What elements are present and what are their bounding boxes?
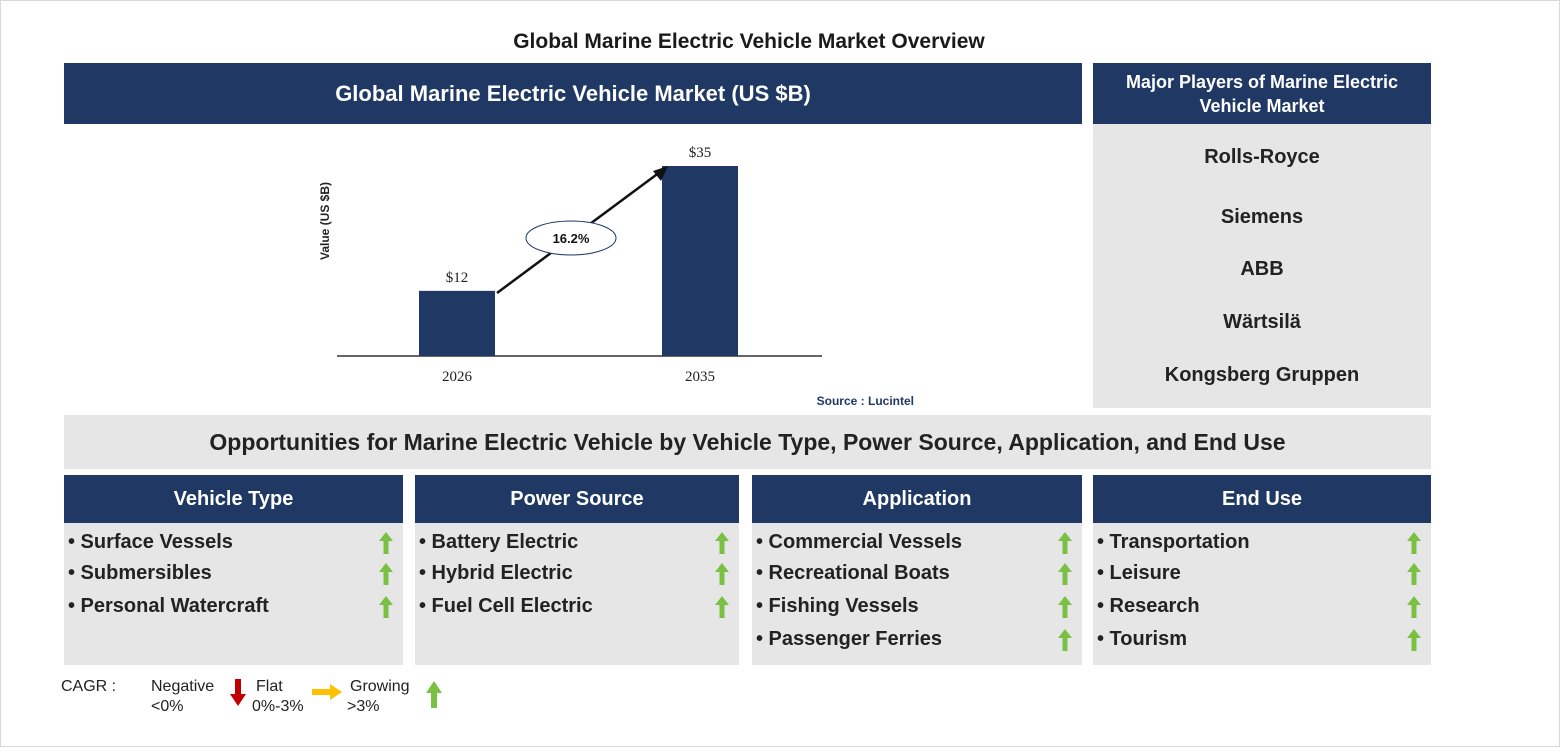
y-axis-label: Value (US $B) xyxy=(318,182,332,260)
segment-body: • Battery Electric • Hybrid Electric • Fue… xyxy=(415,523,739,665)
cagr-label: 16.2% xyxy=(553,231,590,246)
legend-growing-label: Growing xyxy=(350,678,410,695)
up-arrow-icon xyxy=(379,596,393,618)
up-arrow-icon xyxy=(379,532,393,554)
segment-item: • Fishing Vessels xyxy=(756,595,919,617)
segment-item: • Recreational Boats xyxy=(756,562,950,584)
up-arrow-icon xyxy=(379,563,393,585)
up-arrow-icon xyxy=(1058,563,1072,585)
up-arrow-icon xyxy=(1407,563,1421,585)
chart-header: Global Marine Electric Vehicle Market (U… xyxy=(64,63,1082,124)
segment-item: • Surface Vessels xyxy=(68,531,233,553)
segment-item: • Tourism xyxy=(1097,628,1187,650)
segment-body: • Transportation • Leisure • Research • Tou… xyxy=(1093,523,1431,665)
player-item: Rolls-Royce xyxy=(1204,146,1320,168)
up-arrow-icon xyxy=(1407,629,1421,651)
player-item: Wärtsilä xyxy=(1223,311,1301,333)
segment-item: • Commercial Vessels xyxy=(756,531,963,553)
segment-header: Vehicle Type xyxy=(64,475,403,523)
player-item: Kongsberg Gruppen xyxy=(1164,364,1360,386)
legend-negative-label: Negative xyxy=(151,678,215,695)
up-arrow-icon xyxy=(715,532,729,554)
chart-source: Source : Lucintel xyxy=(817,394,914,408)
segment-item: • Personal Watercraft xyxy=(68,595,269,617)
bar-value-label: $12 xyxy=(446,270,469,286)
segment-item: • Fuel Cell Electric xyxy=(419,595,593,617)
down-arrow-icon xyxy=(230,679,246,706)
players-header: Major Players of Marine Electric Vehicle… xyxy=(1093,63,1431,124)
up-arrow-icon xyxy=(426,681,442,708)
growth-arrow-head xyxy=(653,166,668,181)
bar-2035 xyxy=(662,166,738,356)
player-item: Siemens xyxy=(1220,206,1304,228)
segment-header: Application xyxy=(752,475,1082,523)
legend-growing-range: >3% xyxy=(347,698,380,715)
legend-flat-label: Flat xyxy=(256,678,283,695)
segment-body: • Commercial Vessels • Recreational Boats… xyxy=(752,523,1082,665)
up-arrow-icon xyxy=(1407,596,1421,618)
up-arrow-icon xyxy=(1058,596,1072,618)
segment-header: Power Source xyxy=(415,475,739,523)
x-tick-label: 2035 xyxy=(685,369,715,385)
segment-header: End Use xyxy=(1093,475,1431,523)
segment-item: • Hybrid Electric xyxy=(419,562,573,584)
legend-negative-range: <0% xyxy=(151,698,184,715)
segment-item: • Submersibles xyxy=(68,562,212,584)
player-item: ABB xyxy=(1240,258,1284,280)
segment-item: • Battery Electric xyxy=(419,531,579,553)
x-tick-label: 2026 xyxy=(442,369,473,385)
up-arrow-icon xyxy=(1058,532,1072,554)
segment-body: • Surface Vessels • Submersibles • Persona… xyxy=(64,523,403,665)
cagr-ellipse xyxy=(525,220,617,256)
segment-item: • Transportation xyxy=(1097,531,1250,553)
segment-item: • Passenger Ferries xyxy=(756,628,942,650)
up-arrow-icon xyxy=(715,563,729,585)
up-arrow-icon xyxy=(1058,629,1072,651)
players-list: Rolls-Royce Siemens ABB Wärtsilä Kongsberg G… xyxy=(1093,124,1431,408)
opportunities-banner: Opportunities for Marine Electric Vehicl… xyxy=(64,415,1431,469)
legend-cagr-label: CAGR : xyxy=(61,678,117,695)
up-arrow-icon xyxy=(1407,532,1421,554)
right-arrow-icon xyxy=(312,684,342,700)
page-title: Global Marine Electric Vehicle Market Ov… xyxy=(513,30,985,53)
segment-item: • Leisure xyxy=(1097,562,1181,584)
legend-flat-range: 0%-3% xyxy=(252,698,304,715)
segment-item: • Research xyxy=(1097,595,1200,617)
up-arrow-icon xyxy=(715,596,729,618)
bar-2026 xyxy=(419,290,495,356)
bar-value-label: $35 xyxy=(689,145,712,161)
